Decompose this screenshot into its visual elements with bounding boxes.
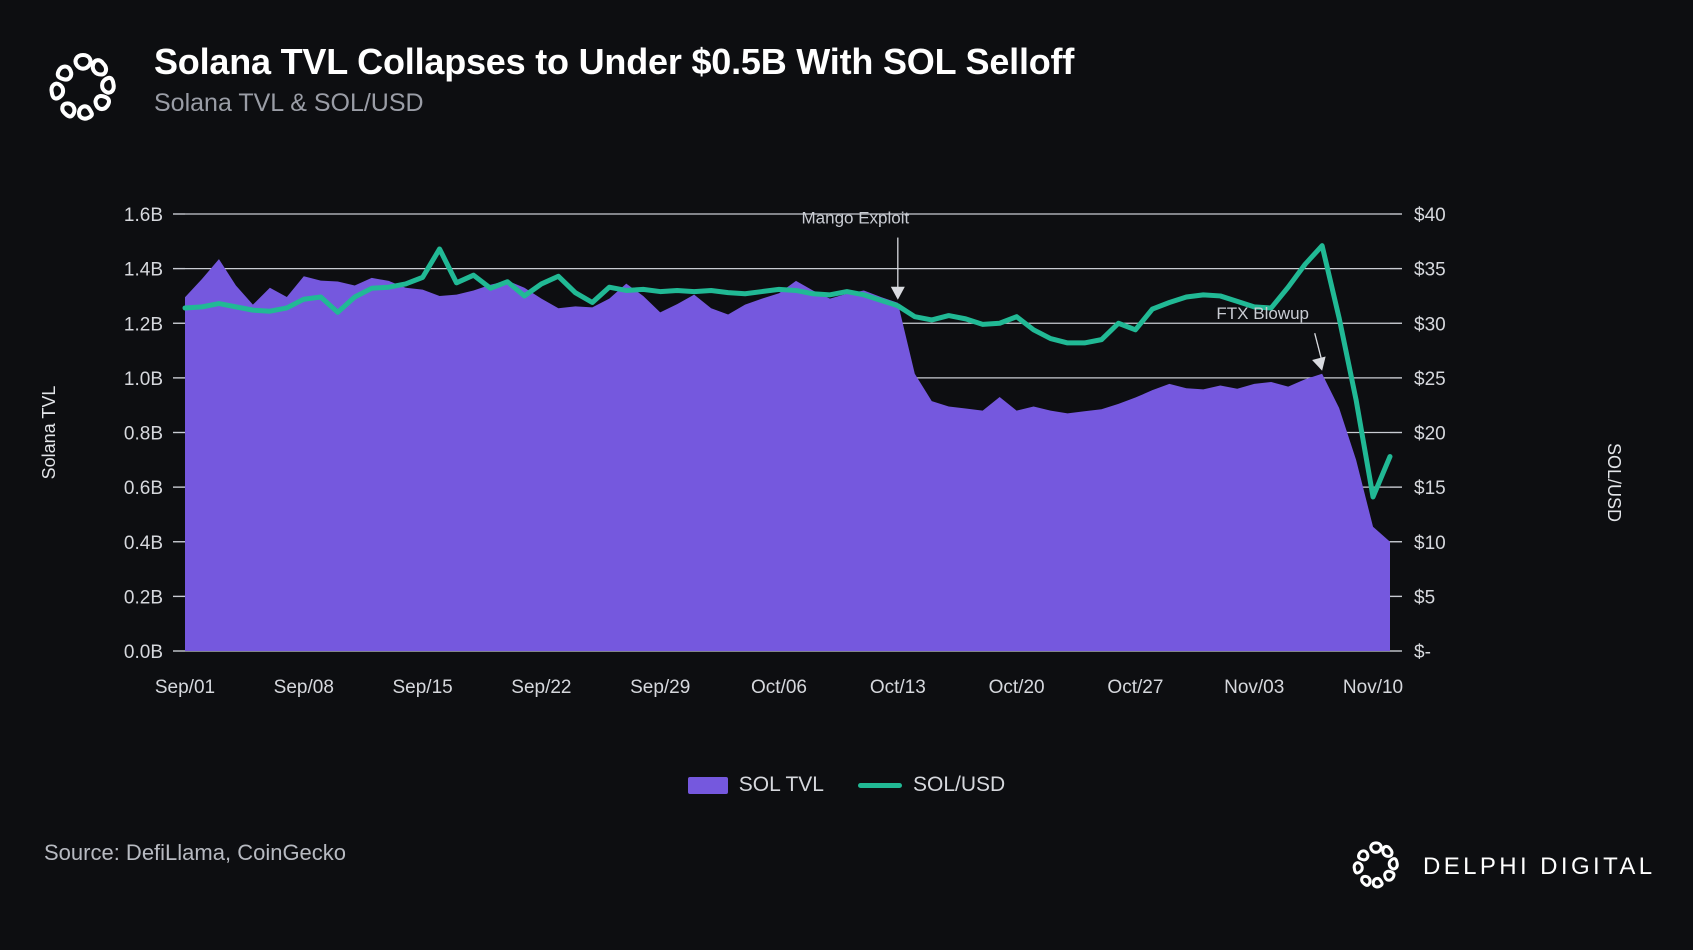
legend-label-sol-tvl: SOL TVL <box>738 773 824 796</box>
right-axis-tick-label: $15 <box>1414 478 1446 499</box>
left-axis-tick-label: 1.4B <box>124 260 163 281</box>
delphi-knot-logo-icon <box>1349 838 1403 892</box>
tvl-area-path <box>185 259 1390 651</box>
left-axis-tick-label: 0.6B <box>124 478 163 499</box>
right-axis-tick-label: $10 <box>1414 533 1446 554</box>
x-axis-tick-label: Oct/20 <box>989 677 1045 698</box>
right-axis-tick-label: $20 <box>1414 424 1446 445</box>
x-axis-tick-label: Sep/22 <box>511 677 571 698</box>
x-axis-tick-label: Oct/27 <box>1107 677 1163 698</box>
right-axis-tick-label: $30 <box>1414 314 1446 335</box>
legend-swatch-line-icon <box>858 782 902 788</box>
annotation-arrowhead <box>890 286 905 300</box>
title-block: Solana TVL Collapses to Under $0.5B With… <box>154 41 1075 118</box>
source-note: Source: DefiLlama, CoinGecko <box>44 840 347 865</box>
x-axis-tick-label: Oct/06 <box>751 677 807 698</box>
page-title: Solana TVL Collapses to Under $0.5B With… <box>154 41 1075 82</box>
annotations: Mango Exploit FTX Blowup <box>802 209 1326 371</box>
left-axis-tick-label: 1.6B <box>124 205 163 226</box>
x-axis-tick-label: Sep/08 <box>274 677 334 698</box>
left-axis-tick-label: 0.8B <box>124 424 163 445</box>
x-axis-tick-label: Oct/13 <box>870 677 926 698</box>
chart-area: 0.0B 0.2B 0.4B 0.6B 0.8B 1.0B 1.2B 1.4B 1.6B Sola… <box>0 180 1693 780</box>
legend-label-sol-usd: SOL/USD <box>913 773 1006 796</box>
right-axis-tick-label: $- <box>1414 642 1431 663</box>
page-subtitle: Solana TVL & SOL/USD <box>154 89 424 118</box>
annotation-arrowhead <box>1312 356 1326 371</box>
delphi-digital-wordmark: DELPHI DIGITAL <box>1423 851 1655 880</box>
annotation-label: Mango Exploit <box>802 209 910 228</box>
right-axis-tick-label: $40 <box>1414 205 1446 226</box>
x-axis-tick-label: Sep/29 <box>630 677 690 698</box>
sol-usd-line-path <box>182 243 1393 500</box>
left-axis: 0.0B 0.2B 0.4B 0.6B 0.8B 1.0B 1.2B 1.4B 1.6B Sola… <box>39 205 185 663</box>
annotation-label: FTX Blowup <box>1216 304 1309 323</box>
left-axis-tick-label: 0.4B <box>124 533 163 554</box>
sol-usd-line-series <box>182 243 1393 500</box>
x-axis-tick-label: Sep/15 <box>392 677 452 698</box>
left-axis-tick-label: 1.2B <box>124 314 163 335</box>
solana-tvl-chart: 0.0B 0.2B 0.4B 0.6B 0.8B 1.0B 1.2B 1.4B 1.6B Sola… <box>39 205 1624 698</box>
right-axis-tick-label: $25 <box>1414 369 1446 390</box>
right-axis-title: SOL/USD <box>1604 443 1624 522</box>
footer-branding: DELPHI DIGITAL <box>1349 838 1655 892</box>
legend-item-sol-tvl[interactable]: SOL TVL <box>687 773 824 797</box>
left-axis-tick-label: 0.0B <box>124 642 163 663</box>
left-axis-tick-label: 0.2B <box>124 587 163 608</box>
chart-legend: SOL TVL SOL/USD <box>0 773 1693 797</box>
x-axis-tick-label: Nov/03 <box>1224 677 1284 698</box>
annotation-leader-line <box>1314 332 1323 362</box>
right-axis: $- $5 $10 $15 $20 $25 $30 $35 $40 SOL/USD <box>1390 205 1624 663</box>
tvl-area-series <box>185 259 1390 651</box>
x-axis: Sep/01 Sep/08 Sep/15 Sep/22 Sep/29 Oct/06 Oct/… <box>155 677 1403 698</box>
legend-swatch-area-icon <box>687 776 728 794</box>
x-axis-tick-label: Nov/10 <box>1343 677 1403 698</box>
left-axis-title: Solana TVL <box>39 386 59 480</box>
left-axis-tick-label: 1.0B <box>124 369 163 390</box>
x-axis-tick-label: Sep/01 <box>155 677 215 698</box>
delphi-knot-logo-icon <box>44 48 122 126</box>
legend-item-sol-usd[interactable]: SOL/USD <box>858 773 1005 797</box>
svg-text:DELPHI DIGITAL: DELPHI DIGITAL <box>1423 853 1655 880</box>
right-axis-tick-label: $5 <box>1414 587 1435 608</box>
chart-header: Solana TVL Collapses to Under $0.5B With… <box>44 41 1075 126</box>
right-axis-tick-label: $35 <box>1414 260 1446 281</box>
